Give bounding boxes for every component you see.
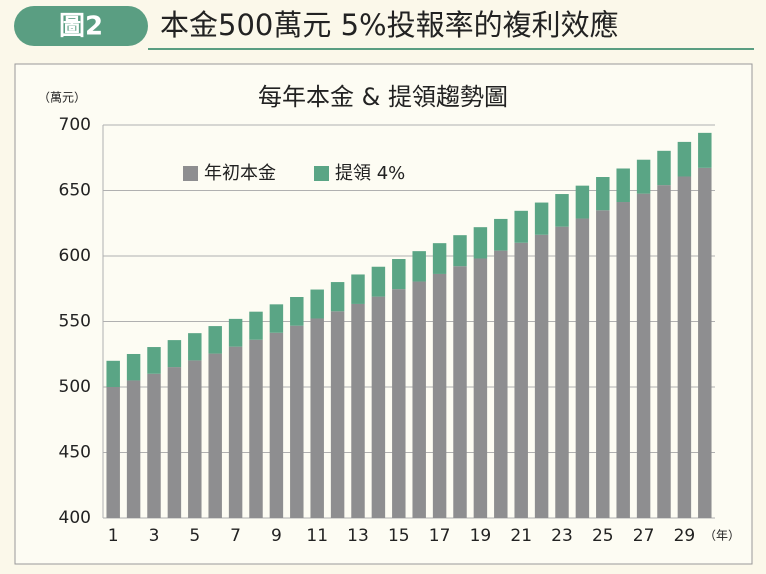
bar-segment (269, 332, 284, 518)
bar-segment (249, 339, 263, 518)
bar-segment (290, 297, 304, 326)
bar-segment (371, 296, 386, 518)
bar-segment (534, 202, 549, 235)
bar-segment (269, 304, 284, 333)
bar-segment (596, 210, 610, 518)
bar-segment (188, 360, 202, 518)
bar-segment (616, 168, 630, 203)
x-tick-label: 29 (674, 526, 696, 546)
bar-segment (432, 243, 447, 274)
x-axis-label: （年） (704, 529, 740, 543)
y-tick-label: 500 (59, 377, 91, 397)
legend-swatch (314, 166, 329, 181)
bar-segment (371, 266, 386, 297)
y-tick-label: 450 (59, 443, 91, 463)
bar-segment (473, 227, 488, 259)
bar-segment (616, 202, 630, 518)
x-tick-label: 11 (306, 526, 328, 546)
bar-segment (575, 185, 590, 219)
page-title: 本金500萬元 5%投報率的複利效應 (160, 8, 619, 42)
bar-segment (126, 380, 141, 518)
y-tick-label: 650 (59, 181, 91, 201)
y-tick-label: 400 (59, 508, 91, 528)
bar-segment (106, 360, 120, 387)
bar-segment (453, 266, 467, 518)
bar-segment (228, 318, 243, 347)
x-tick-label: 3 (149, 526, 160, 546)
x-tick-label: 27 (633, 526, 655, 546)
x-tick-label: 15 (388, 526, 410, 546)
bar-segment (677, 176, 692, 518)
bar-segment (330, 282, 345, 312)
bar-segment (494, 250, 508, 518)
legend-label: 提領 4% (335, 163, 405, 184)
x-tick-label: 1 (108, 526, 119, 546)
bar-segment (575, 218, 590, 518)
bar-segment (126, 353, 141, 381)
bar-segment (249, 311, 263, 340)
bar-segment (636, 193, 651, 519)
x-tick-label: 17 (429, 526, 451, 546)
bar-segment (432, 273, 447, 518)
bar-segment (555, 226, 569, 518)
bar-segment (392, 289, 406, 518)
bar-segment (534, 234, 549, 518)
y-tick-label: 600 (59, 246, 91, 266)
x-tick-label: 9 (271, 526, 282, 546)
bar-segment (453, 235, 467, 267)
bar-segment (555, 194, 569, 227)
bar-segment (310, 289, 324, 319)
x-tick-label: 7 (230, 526, 241, 546)
y-tick-label: 550 (59, 312, 91, 332)
badge-text: 圖2 (59, 12, 103, 42)
x-tick-label: 19 (470, 526, 492, 546)
x-tick-label: 13 (347, 526, 369, 546)
bar-segment (636, 159, 651, 194)
bar-segment (167, 340, 182, 368)
x-tick-label: 23 (551, 526, 573, 546)
bar-segment (351, 303, 365, 518)
bar-segment (596, 177, 610, 211)
bar-segment (188, 333, 202, 361)
bar-segment (106, 387, 120, 518)
bar-segment (147, 373, 161, 518)
bar-segment (330, 311, 345, 518)
legend-label: 年初本金 (204, 163, 276, 184)
bar-segment (698, 167, 712, 518)
legend-swatch (183, 166, 198, 181)
x-tick-label: 21 (510, 526, 532, 546)
bar-segment (412, 281, 426, 518)
bar-segment (473, 258, 488, 518)
bar-segment (310, 318, 324, 518)
x-tick-label: 25 (592, 526, 614, 546)
bar-segment (208, 353, 222, 518)
bar-segment (147, 347, 161, 374)
y-axis-label: （萬元） (38, 91, 86, 105)
bar-segment (657, 185, 671, 518)
bar-segment (494, 218, 508, 251)
bar-segment (208, 326, 222, 354)
bar-segment (657, 150, 671, 186)
bar-segment (290, 325, 304, 518)
bar-segment (412, 251, 426, 282)
badge (14, 6, 148, 46)
bar-segment (514, 242, 528, 519)
bar-segment (351, 274, 365, 304)
x-tick-label: 5 (189, 526, 200, 546)
bar-segment (677, 141, 692, 177)
bar-segment (392, 259, 406, 290)
chart-title: 每年本金 & 提領趨勢圖 (258, 83, 508, 111)
bar-segment (228, 346, 243, 518)
bar-segment (514, 210, 528, 243)
bar-segment (167, 367, 182, 518)
y-tick-label: 700 (59, 115, 91, 135)
bar-segment (698, 132, 712, 168)
